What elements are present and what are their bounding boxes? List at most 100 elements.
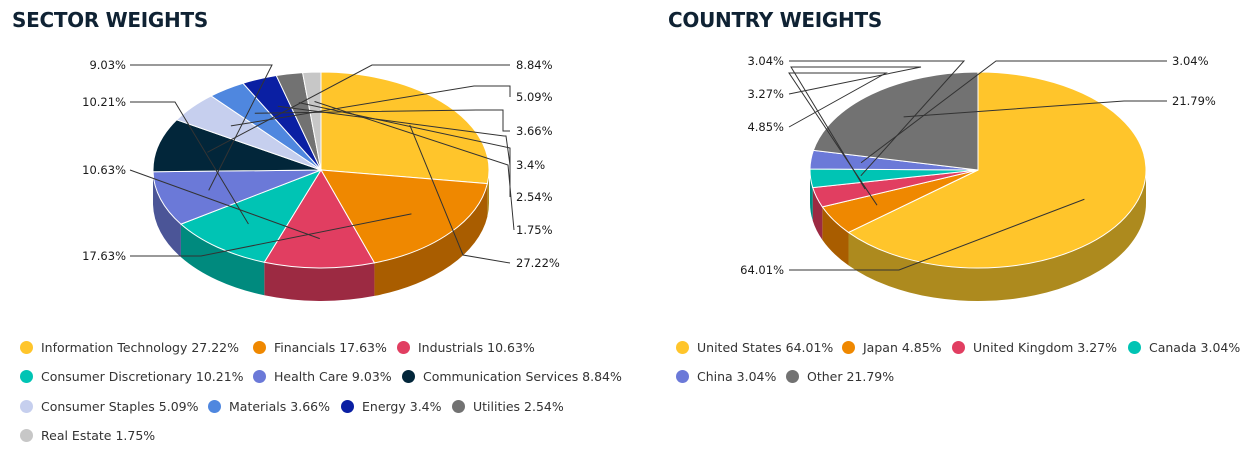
pie-labels: 64.01% 4.85% 3.27% 3.04% 3.04% 21.79% bbox=[740, 54, 1216, 277]
legend-label: Japan 4.85% bbox=[863, 340, 942, 355]
country-weights-panel: COUNTRY WEIGHTS 64.01% 4.85% 3.27% 3.04% 3.0… bbox=[656, 0, 1256, 452]
legend-dot bbox=[842, 341, 855, 354]
legend-dot bbox=[20, 429, 33, 442]
legend-dot bbox=[397, 341, 410, 354]
legend-label: Consumer Staples 5.09% bbox=[41, 399, 199, 414]
pie-side-industrials bbox=[264, 262, 375, 301]
legend-dot bbox=[341, 400, 354, 413]
legend-label: Materials 3.66% bbox=[229, 399, 330, 414]
pie-slice-information-technology[interactable] bbox=[320, 71, 490, 185]
data-label-utilities: 2.54% bbox=[516, 190, 553, 204]
data-label-materials: 3.66% bbox=[516, 124, 553, 138]
pie-side-japan bbox=[822, 206, 849, 266]
legend-label: Energy 3.4% bbox=[362, 399, 442, 414]
legend-item-communication-services[interactable]: Communication Services 8.84% bbox=[402, 369, 622, 384]
pie-side-health-care bbox=[153, 171, 181, 258]
legend-label: Canada 3.04% bbox=[1149, 340, 1241, 355]
sector-pie-chart: 27.22% 17.63% 10.63% 10.21% 9.03% 8.84% 5.09% 3… bbox=[82, 58, 560, 301]
pie-slice-financials[interactable] bbox=[320, 169, 488, 264]
leader-line-information-technology bbox=[409, 124, 511, 264]
legend-label: United Kingdom 3.27% bbox=[973, 340, 1118, 355]
legend-dot bbox=[676, 341, 689, 354]
legend-dot bbox=[20, 370, 33, 383]
pie-labels: 27.22% 17.63% 10.63% 10.21% 9.03% 8.84% 5.09% 3… bbox=[82, 58, 560, 270]
legend-item-consumer-staples[interactable]: Consumer Staples 5.09% bbox=[20, 399, 199, 414]
data-label-industrials: 10.63% bbox=[82, 163, 126, 177]
legend-dot bbox=[20, 400, 33, 413]
leader-line-industrials bbox=[129, 169, 320, 240]
leader-line-health-care bbox=[130, 64, 273, 191]
legend-item-industrials[interactable]: Industrials 10.63% bbox=[397, 340, 535, 355]
legend-label: Utilities 2.54% bbox=[473, 399, 564, 414]
pie-top bbox=[809, 71, 1147, 269]
data-label-consumer-staples: 5.09% bbox=[516, 90, 553, 104]
legend-item-japan[interactable]: Japan 4.85% bbox=[842, 340, 942, 355]
legend-item-health-care[interactable]: Health Care 9.03% bbox=[253, 369, 392, 384]
data-label-united-states: 64.01% bbox=[740, 263, 784, 277]
legend-dot bbox=[452, 400, 465, 413]
leader-line-consumer-discretionary bbox=[130, 101, 249, 225]
data-label-health-care: 9.03% bbox=[89, 58, 126, 72]
pie-side-consumer-discretionary bbox=[180, 224, 265, 296]
legend-item-other[interactable]: Other 21.79% bbox=[786, 369, 894, 384]
leader-line-china bbox=[860, 60, 1167, 164]
leader-line-financials bbox=[130, 213, 412, 257]
leader-line-communication-services bbox=[207, 64, 510, 153]
legend-label: Information Technology 27.22% bbox=[41, 340, 239, 355]
sector-weights-panel: SECTOR WEIGHTS 27.22% 17.63% 10.63% 10.21% 9… bbox=[12, 8, 622, 443]
legend-item-united-kingdom[interactable]: United Kingdom 3.27% bbox=[952, 340, 1117, 355]
legend-label: Financials 17.63% bbox=[274, 340, 387, 355]
legend-label: Industrials 10.63% bbox=[418, 340, 535, 355]
legend-item-materials[interactable]: Materials 3.66% bbox=[208, 399, 330, 414]
pie-sides bbox=[153, 170, 490, 301]
legend-item-information-technology[interactable]: Information Technology 27.22% bbox=[20, 340, 239, 355]
legend-item-real-estate[interactable]: Real Estate 1.75% bbox=[20, 428, 155, 443]
leader-line-other bbox=[903, 100, 1167, 118]
country-weights-title: COUNTRY WEIGHTS bbox=[668, 8, 882, 32]
pie-slice-communication-services[interactable] bbox=[152, 119, 322, 173]
data-label-communication-services: 8.84% bbox=[516, 58, 553, 72]
pie-sides bbox=[810, 170, 1146, 301]
legend-label: Real Estate 1.75% bbox=[41, 428, 156, 443]
legend-item-financials[interactable]: Financials 17.63% bbox=[253, 340, 387, 355]
leader-line-utilities bbox=[298, 102, 511, 197]
data-label-information-technology: 27.22% bbox=[516, 256, 560, 270]
legend-item-united-states[interactable]: United States 64.01% bbox=[676, 340, 833, 355]
legend-item-utilities[interactable]: Utilities 2.54% bbox=[452, 399, 564, 414]
legend-dot bbox=[1128, 341, 1141, 354]
legend-label: Other 21.79% bbox=[807, 369, 895, 384]
pie-side-information-technology bbox=[487, 170, 490, 217]
legend-item-energy[interactable]: Energy 3.4% bbox=[341, 399, 442, 414]
leader-line-united-kingdom bbox=[788, 66, 922, 190]
pie-slice-real-estate[interactable] bbox=[301, 71, 322, 171]
legend-dot bbox=[253, 341, 266, 354]
pie-side-canada bbox=[810, 170, 813, 221]
legend-label: China 3.04% bbox=[697, 369, 777, 384]
pie-slice-united-states[interactable] bbox=[847, 71, 1147, 269]
leader-line-real-estate bbox=[314, 101, 515, 231]
legend-dot bbox=[402, 370, 415, 383]
legend-item-canada[interactable]: Canada 3.04% bbox=[1128, 340, 1240, 355]
legend-label: Communication Services 8.84% bbox=[423, 369, 622, 384]
pie-side-united-kingdom bbox=[812, 187, 823, 240]
leader-line-consumer-staples bbox=[230, 85, 511, 127]
legend-dot bbox=[952, 341, 965, 354]
data-label-real-estate: 1.75% bbox=[516, 223, 553, 237]
legend-dot bbox=[786, 370, 799, 383]
legend-dot bbox=[676, 370, 689, 383]
legend-label: United States 64.01% bbox=[697, 340, 834, 355]
data-label-financials: 17.63% bbox=[82, 249, 126, 263]
leader-line-energy bbox=[277, 105, 511, 166]
data-label-consumer-discretionary: 10.21% bbox=[82, 95, 126, 109]
legend-dot bbox=[253, 370, 266, 383]
sector-weights-title: SECTOR WEIGHTS bbox=[12, 8, 208, 32]
legend-label: Consumer Discretionary 10.21% bbox=[41, 369, 244, 384]
pie-slice-industrials[interactable] bbox=[263, 169, 376, 269]
data-label-other: 21.79% bbox=[1172, 94, 1216, 108]
legend-item-china[interactable]: China 3.04% bbox=[676, 369, 776, 384]
data-label-canada: 3.04% bbox=[747, 54, 784, 68]
pie-slice-health-care[interactable] bbox=[152, 169, 322, 225]
legend-dot bbox=[20, 341, 33, 354]
legend-item-consumer-discretionary[interactable]: Consumer Discretionary 10.21% bbox=[20, 369, 244, 384]
pie-slice-consumer-discretionary[interactable] bbox=[179, 168, 323, 263]
